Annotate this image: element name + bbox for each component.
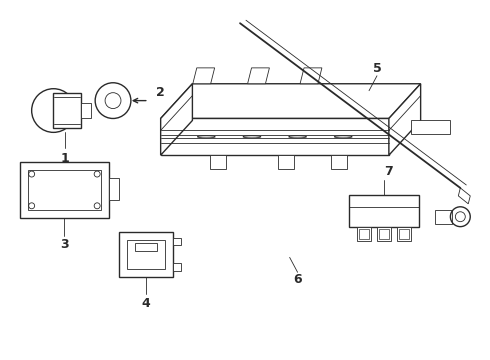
Polygon shape [119, 231, 172, 277]
Polygon shape [379, 229, 389, 239]
Polygon shape [193, 68, 215, 84]
Polygon shape [127, 239, 165, 269]
Polygon shape [357, 227, 371, 240]
Polygon shape [53, 93, 81, 129]
Polygon shape [210, 155, 226, 169]
Polygon shape [458, 188, 470, 204]
Text: 6: 6 [294, 273, 302, 286]
Polygon shape [435, 210, 452, 224]
Polygon shape [161, 118, 389, 155]
Polygon shape [135, 243, 157, 251]
Polygon shape [397, 227, 411, 240]
Polygon shape [331, 155, 346, 169]
Polygon shape [399, 229, 409, 239]
Polygon shape [161, 84, 420, 118]
Polygon shape [28, 170, 101, 210]
Text: 5: 5 [372, 62, 381, 75]
Polygon shape [377, 227, 391, 240]
Polygon shape [161, 84, 193, 155]
Polygon shape [359, 229, 369, 239]
Text: 7: 7 [385, 165, 393, 177]
Polygon shape [349, 195, 418, 227]
Polygon shape [81, 103, 91, 118]
Polygon shape [389, 84, 420, 155]
Polygon shape [278, 155, 294, 169]
Text: 2: 2 [156, 86, 165, 99]
Polygon shape [172, 264, 180, 271]
Text: 4: 4 [142, 297, 150, 310]
Polygon shape [300, 68, 322, 84]
Polygon shape [20, 162, 109, 218]
Polygon shape [109, 178, 119, 200]
Polygon shape [411, 121, 450, 134]
Polygon shape [172, 238, 180, 246]
Text: 3: 3 [60, 238, 69, 251]
Text: 1: 1 [61, 152, 70, 165]
Polygon shape [247, 68, 270, 84]
